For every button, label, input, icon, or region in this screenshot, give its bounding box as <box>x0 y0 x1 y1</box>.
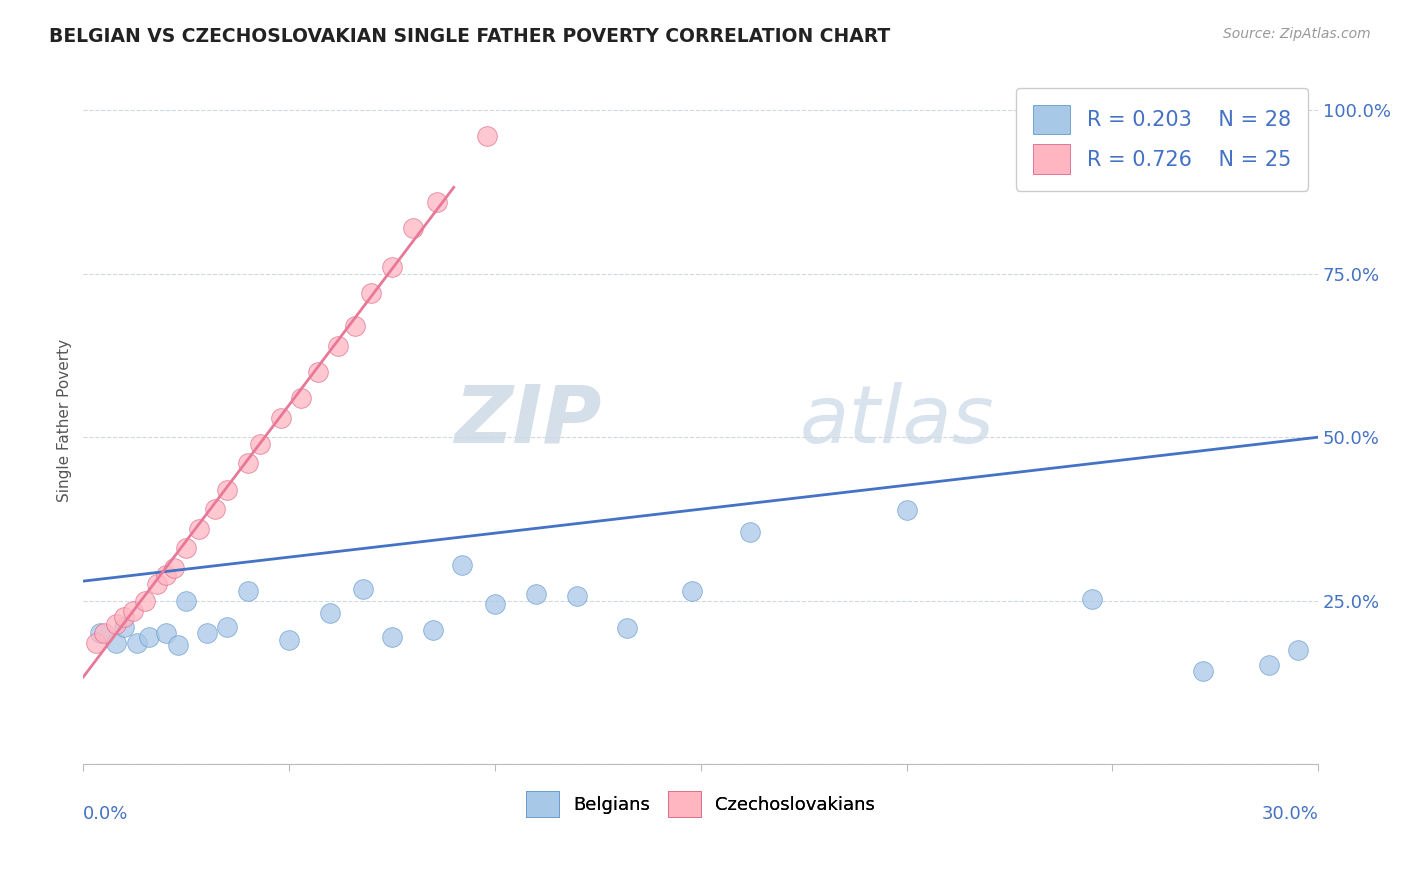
Point <box>422 623 444 637</box>
Point <box>426 194 449 209</box>
Text: 30.0%: 30.0% <box>1261 805 1319 823</box>
Point <box>217 483 239 497</box>
Point <box>167 638 190 652</box>
Point <box>146 577 169 591</box>
Point <box>187 522 209 536</box>
Text: BELGIAN VS CZECHOSLOVAKIAN SINGLE FATHER POVERTY CORRELATION CHART: BELGIAN VS CZECHOSLOVAKIAN SINGLE FATHER… <box>49 27 890 45</box>
Text: Source: ZipAtlas.com: Source: ZipAtlas.com <box>1223 27 1371 41</box>
Point <box>114 610 136 624</box>
Point <box>278 632 301 647</box>
Point <box>105 636 128 650</box>
Point <box>567 589 589 603</box>
Point <box>114 620 136 634</box>
Point <box>401 220 423 235</box>
Point <box>352 582 374 596</box>
Point <box>121 603 143 617</box>
Point <box>343 318 366 333</box>
Point <box>155 626 177 640</box>
Point <box>682 583 704 598</box>
Point <box>249 436 271 450</box>
Point <box>381 260 404 274</box>
Point <box>896 503 918 517</box>
Point <box>89 626 111 640</box>
Text: ZIP: ZIP <box>454 382 602 460</box>
Point <box>484 597 506 611</box>
Point <box>195 626 218 640</box>
Point <box>360 286 382 301</box>
Point <box>125 636 148 650</box>
Point <box>84 636 107 650</box>
Text: 0.0%: 0.0% <box>83 805 129 823</box>
Point <box>93 626 115 640</box>
Point <box>1257 657 1279 672</box>
Point <box>319 606 342 620</box>
Point <box>270 410 292 425</box>
Point <box>163 561 186 575</box>
Point <box>217 620 239 634</box>
Point <box>134 593 156 607</box>
Point <box>524 587 547 601</box>
Point <box>290 391 312 405</box>
Y-axis label: Single Father Poverty: Single Father Poverty <box>58 339 72 502</box>
Point <box>616 621 638 635</box>
Legend: Belgians, Czechoslovakians: Belgians, Czechoslovakians <box>519 784 883 824</box>
Point <box>1286 642 1309 657</box>
Point <box>1080 592 1102 607</box>
Point <box>381 630 404 644</box>
Point <box>740 524 762 539</box>
Point <box>155 567 177 582</box>
Point <box>1192 665 1215 679</box>
Point <box>236 583 259 598</box>
Point <box>105 616 128 631</box>
Point <box>236 456 259 470</box>
Point <box>475 129 498 144</box>
Point <box>174 541 197 556</box>
Text: atlas: atlas <box>800 382 994 460</box>
Point <box>174 593 197 607</box>
Point <box>307 365 329 379</box>
Point <box>138 630 160 644</box>
Point <box>204 502 226 516</box>
Point <box>451 558 474 572</box>
Point <box>328 338 350 352</box>
